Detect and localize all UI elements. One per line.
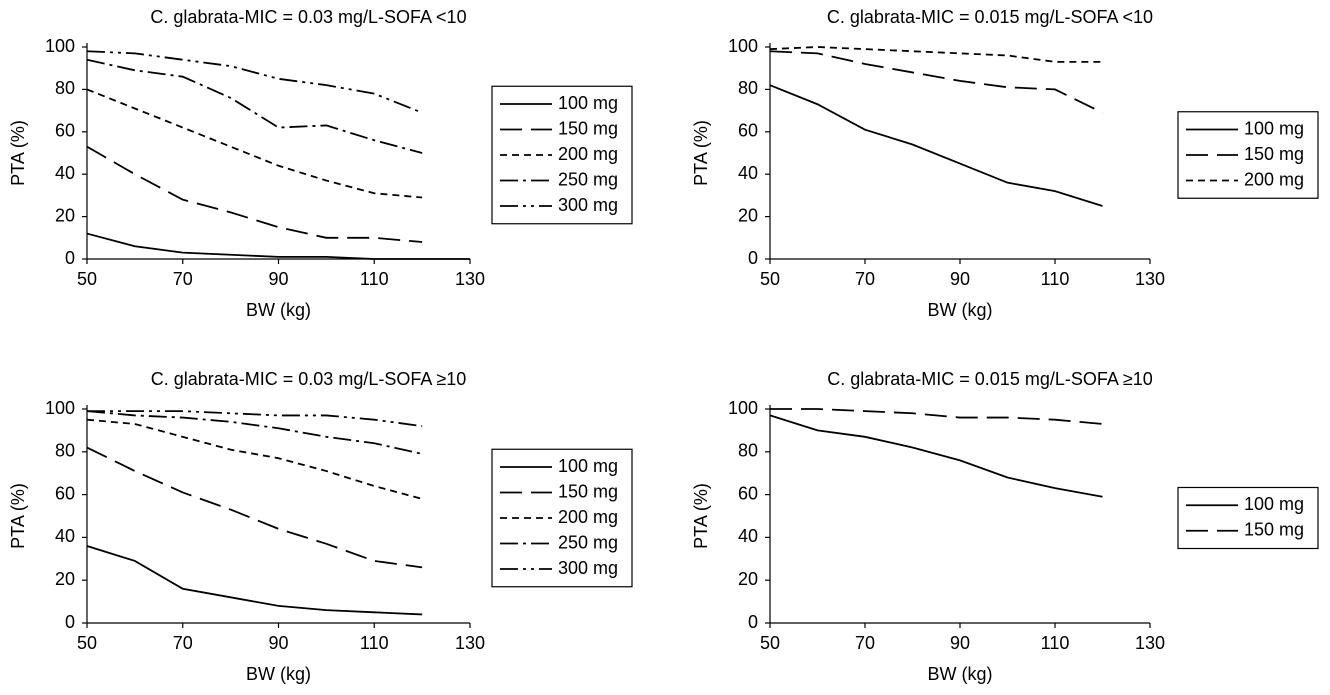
- panel: C. glabrata-MIC = 0.015 mg/L-SOFA <10 0 20…: [691, 7, 1319, 320]
- series-line: [769, 50, 1103, 114]
- y-tick-label: 80: [55, 441, 75, 461]
- x-tick-label: 110: [360, 269, 389, 289]
- series-line: [87, 410, 423, 428]
- panel: C. glabrata-MIC = 0.03 mg/L-SOFA ≥10 0 20 4…: [8, 369, 633, 684]
- y-tick-label: 0: [65, 248, 75, 268]
- y-axis-label: PTA (%): [691, 483, 711, 549]
- y-tick-label: 0: [748, 612, 758, 632]
- legend-label: 100 mg: [558, 456, 618, 476]
- x-tick-label: 70: [173, 633, 193, 653]
- x-tick-label: 90: [268, 633, 288, 653]
- series-line: [86, 88, 423, 199]
- series-line: [86, 545, 423, 616]
- y-tick-label: 60: [55, 483, 75, 503]
- legend-label: 100 mg: [1244, 118, 1304, 138]
- y-tick-label: 40: [55, 163, 75, 183]
- x-tick-label: 90: [950, 633, 970, 653]
- y-tick-label: 20: [55, 569, 75, 589]
- series-line: [770, 408, 1103, 425]
- y-tick-label: 20: [55, 205, 75, 225]
- series-line: [86, 410, 423, 455]
- y-tick-label: 60: [738, 483, 758, 503]
- y-tick-label: 60: [55, 121, 75, 141]
- y-axis-label: PTA (%): [691, 120, 711, 186]
- x-tick-label: 50: [77, 633, 97, 653]
- y-tick-label: 80: [738, 441, 758, 461]
- chart-title: C. glabrata-MIC = 0.03 mg/L-SOFA ≥10: [151, 369, 467, 389]
- panel: C. glabrata-MIC = 0.015 mg/L-SOFA ≥10 0 20…: [691, 369, 1319, 684]
- x-tick-label: 70: [173, 269, 193, 289]
- x-tick-label: 90: [950, 269, 970, 289]
- legend-label: 250 mg: [558, 532, 618, 552]
- legend-label: 150 mg: [558, 118, 618, 138]
- x-tick-label: 110: [360, 633, 389, 653]
- legend-label: 100 mg: [558, 93, 618, 113]
- x-tick-label: 110: [1041, 633, 1070, 653]
- x-tick-label: 50: [77, 269, 97, 289]
- y-tick-label: 80: [55, 78, 75, 98]
- series-line: [86, 232, 470, 260]
- series-line: [769, 84, 1103, 207]
- legend-label: 150 mg: [558, 481, 618, 501]
- y-tick-label: 0: [65, 612, 75, 632]
- legend-label: 150 mg: [1244, 144, 1304, 164]
- x-tick-label: 130: [455, 633, 485, 653]
- legend-label: 150 mg: [1244, 520, 1304, 540]
- y-tick-label: 100: [45, 36, 75, 56]
- x-tick-label: 130: [1135, 633, 1165, 653]
- x-axis-label: BW (kg): [928, 300, 993, 320]
- legend-label: 300 mg: [558, 195, 618, 215]
- legend-label: 200 mg: [1244, 169, 1304, 189]
- x-tick-label: 50: [760, 269, 780, 289]
- x-axis-label: BW (kg): [246, 300, 311, 320]
- legend-label: 250 mg: [558, 169, 618, 189]
- x-axis-label: BW (kg): [928, 664, 993, 684]
- x-tick-label: 70: [855, 269, 875, 289]
- legend-label: 300 mg: [558, 558, 618, 578]
- legend-box: [1177, 111, 1319, 199]
- x-tick-label: 90: [268, 269, 288, 289]
- y-tick-label: 100: [45, 398, 75, 418]
- legend-label: 100 mg: [1244, 494, 1304, 514]
- series-line: [769, 414, 1103, 498]
- y-tick-label: 40: [738, 163, 758, 183]
- series-line: [86, 50, 423, 114]
- y-axis-label: PTA (%): [8, 120, 28, 186]
- legend-label: 200 mg: [558, 144, 618, 164]
- series-line: [769, 46, 1103, 63]
- y-tick-label: 20: [738, 569, 758, 589]
- series-line: [86, 446, 423, 569]
- x-tick-label: 110: [1041, 269, 1070, 289]
- legend-box: [1177, 486, 1319, 550]
- y-tick-label: 40: [738, 526, 758, 546]
- y-tick-label: 80: [738, 78, 758, 98]
- series-line: [86, 418, 423, 500]
- x-tick-label: 130: [1135, 269, 1165, 289]
- y-tick-label: 20: [738, 205, 758, 225]
- y-tick-label: 0: [748, 248, 758, 268]
- x-tick-label: 50: [760, 633, 780, 653]
- x-tick-label: 130: [455, 269, 485, 289]
- legend-label: 200 mg: [558, 507, 618, 527]
- x-tick-label: 70: [855, 633, 875, 653]
- chart-title: C. glabrata-MIC = 0.015 mg/L-SOFA <10: [827, 7, 1153, 27]
- y-tick-label: 100: [728, 36, 758, 56]
- series-line: [86, 145, 423, 243]
- panel: C. glabrata-MIC = 0.03 mg/L-SOFA <10 0 20 4…: [8, 7, 633, 320]
- y-tick-label: 40: [55, 526, 75, 546]
- x-axis-label: BW (kg): [246, 664, 311, 684]
- chart-title: C. glabrata-MIC = 0.015 mg/L-SOFA ≥10: [827, 369, 1153, 389]
- y-tick-label: 60: [738, 121, 758, 141]
- y-tick-label: 100: [728, 398, 758, 418]
- series-line: [86, 58, 423, 154]
- y-axis-label: PTA (%): [8, 483, 28, 549]
- chart-title: C. glabrata-MIC = 0.03 mg/L-SOFA <10: [150, 7, 466, 27]
